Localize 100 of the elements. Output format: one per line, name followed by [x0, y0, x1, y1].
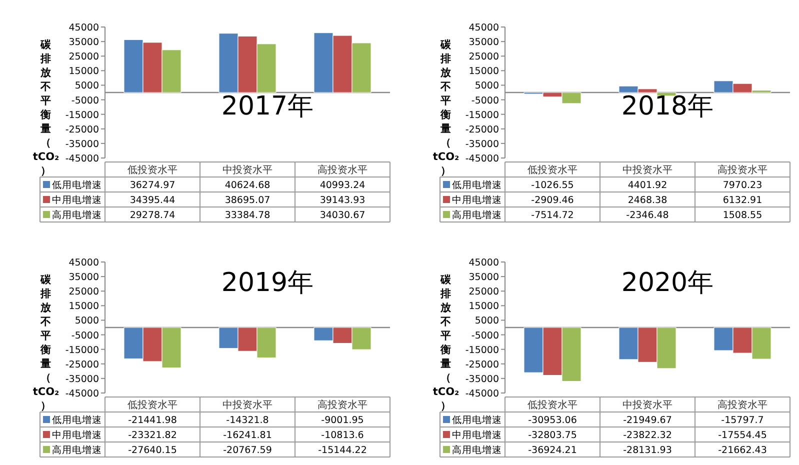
y-tick-label: 35000 — [468, 272, 499, 284]
legend-label: 低用电增速 — [52, 179, 102, 191]
y-tick-label: -45000 — [65, 388, 99, 400]
data-label: -15144.22 — [318, 445, 367, 456]
data-label: 33384.78 — [224, 210, 270, 221]
x-tick-label: 中投资水平 — [222, 399, 272, 411]
data-label: -2346.48 — [626, 210, 669, 221]
text: 碳排放不平衡量（tCO₂） — [432, 39, 460, 177]
data-label: 34030.67 — [320, 210, 366, 221]
legend-label: 高用电增速 — [52, 209, 102, 221]
data-label: -30953.06 — [528, 415, 577, 426]
y-tick-label: -15000 — [465, 344, 499, 356]
data-label: -1026.55 — [531, 180, 574, 191]
data-label: -10813.6 — [321, 430, 364, 441]
x-tick-label: 高投资水平 — [318, 164, 368, 176]
data-label: -23822.32 — [623, 430, 672, 441]
y-tick-label: -15000 — [465, 110, 499, 121]
data-label: -21662.43 — [718, 445, 767, 456]
data-label: -21441.98 — [128, 415, 177, 426]
y-tick-label: 25000 — [68, 52, 99, 63]
data-label: -14321.8 — [226, 415, 269, 426]
data-label: -21949.67 — [623, 415, 672, 426]
y-tick-label: -25000 — [65, 359, 99, 370]
legend-label: 高用电增速 — [452, 209, 502, 221]
y-tick-label: 5000 — [74, 80, 99, 92]
legend-label: 高用电增速 — [452, 444, 502, 456]
x-tick-label: 中投资水平 — [222, 164, 272, 176]
data-label: 29278.74 — [130, 210, 176, 221]
y-tick-label: -5000 — [471, 95, 499, 106]
data-label: -20767.59 — [223, 445, 272, 456]
data-label: 38695.07 — [224, 195, 270, 206]
legend-label: 低用电增速 — [452, 179, 502, 191]
x-tick-label: 中投资水平 — [622, 164, 672, 176]
y-tick-label: 15000 — [68, 66, 99, 78]
data-label: -15797.7 — [721, 415, 764, 426]
text: 碳排放不平衡量（tCO₂） — [32, 39, 60, 177]
legend-label: 中用电增速 — [452, 194, 502, 206]
x-tick-label: 中投资水平 — [622, 399, 672, 411]
y-tick-label: -5000 — [71, 330, 99, 342]
y-tick-label: -35000 — [465, 138, 499, 150]
y-tick-label: 25000 — [468, 286, 499, 298]
data-label: 40624.68 — [224, 180, 270, 191]
chart-title: 2020年 — [621, 268, 714, 298]
text: 2017年 — [221, 91, 314, 122]
y-tick-label: 15000 — [468, 301, 499, 312]
data-label: 36274.97 — [130, 180, 176, 191]
legend-label: 中用电增速 — [52, 194, 102, 206]
data-label: -32803.75 — [528, 430, 577, 441]
legend-label: 低用电增速 — [452, 414, 502, 426]
data-label: 40993.24 — [320, 180, 366, 191]
y-tick-label: 45000 — [68, 22, 99, 34]
text: 碳排放不平衡量（tCO₂） — [32, 274, 60, 412]
y-tick-label: -35000 — [65, 374, 99, 385]
data-label: -17554.45 — [718, 430, 767, 441]
y-tick-label: -15000 — [65, 344, 99, 356]
data-label: -9001.95 — [321, 415, 364, 426]
y-tick-label: 45000 — [468, 22, 499, 34]
y-tick-label: 5000 — [474, 80, 499, 92]
y-tick-label: 35000 — [68, 272, 99, 284]
y-tick-label: 25000 — [68, 286, 99, 298]
x-tick-label: 低投资水平 — [128, 164, 178, 176]
y-tick-label: 25000 — [468, 52, 499, 63]
data-label: 7970.23 — [722, 180, 762, 191]
data-label: 4401.92 — [628, 180, 668, 191]
legend-label: 中用电增速 — [52, 429, 102, 441]
x-tick-label: 高投资水平 — [718, 399, 768, 411]
x-tick-label: 高投资水平 — [318, 399, 368, 411]
y-tick-label: -25000 — [465, 359, 499, 370]
y-tick-label: -25000 — [65, 124, 99, 136]
data-label: -16241.81 — [223, 430, 272, 441]
y-tick-label: 15000 — [68, 301, 99, 312]
x-tick-label: 低投资水平 — [528, 164, 578, 176]
y-tick-label: 5000 — [474, 316, 499, 327]
data-label: 34395.44 — [130, 195, 176, 206]
text: 碳排放不平衡量（tCO₂） — [432, 274, 460, 412]
y-tick-label: 5000 — [74, 316, 99, 327]
y-tick-label: -15000 — [65, 110, 99, 121]
legend-label: 中用电增速 — [452, 429, 502, 441]
y-tick-label: -45000 — [65, 154, 99, 164]
x-tick-label: 低投资水平 — [528, 399, 578, 411]
y-tick-label: 45000 — [68, 258, 99, 268]
y-tick-label: 15000 — [468, 66, 499, 78]
legend-label: 高用电增速 — [52, 444, 102, 456]
legend-label: 低用电增速 — [52, 414, 102, 426]
x-tick-label: 低投资水平 — [128, 399, 178, 411]
y-tick-label: -35000 — [465, 374, 499, 385]
y-tick-label: -5000 — [471, 330, 499, 342]
y-tick-label: 35000 — [68, 37, 99, 48]
data-label: -28131.93 — [623, 445, 672, 456]
text: 2018年 — [621, 91, 714, 122]
data-label: 39143.93 — [320, 195, 366, 206]
y-tick-label: -5000 — [71, 95, 99, 106]
x-tick-label: 高投资水平 — [718, 164, 768, 176]
y-tick-label: -35000 — [65, 138, 99, 150]
data-label: -36924.21 — [528, 445, 577, 456]
data-label: 6132.91 — [722, 195, 762, 206]
y-tick-label: -45000 — [465, 154, 499, 164]
data-label: 1508.55 — [722, 210, 762, 221]
chart-title: 2019年 — [221, 268, 314, 298]
data-label: -27640.15 — [128, 445, 177, 456]
